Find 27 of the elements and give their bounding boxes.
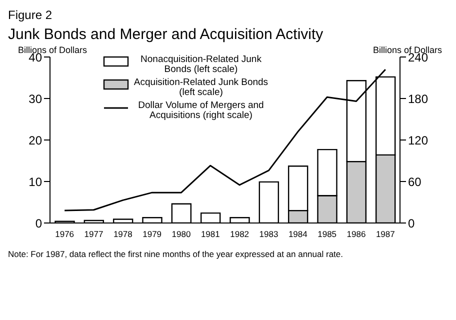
chart-title: Figure 2 (8, 8, 54, 22)
legend-label: Nonacquisition-Related Junk Bonds (left scale) (140, 54, 262, 75)
y2-tick-label: 60 (408, 174, 422, 189)
y2-tick-label: 180 (408, 92, 428, 106)
x-tick-label: 1979 (142, 229, 162, 240)
y-tick-label: 0 (35, 216, 42, 230)
x-tick-label: 1983 (259, 229, 278, 240)
y-tick-label: 10 (28, 174, 42, 189)
text: Note: For 1987, data reflect the first nine months of the year expressed at an annual rate. (8, 249, 344, 259)
x-tick-label: 1977 (84, 229, 104, 240)
x-tick-label: 1980 (172, 229, 191, 240)
x-tick-label: 1984 (288, 229, 308, 240)
y-axis-title: Billions of Dollars (18, 45, 88, 55)
x-tick-label: 1987 (376, 229, 396, 240)
legend-label: Acquisition-Related Junk Bonds (left scale) (132, 77, 270, 98)
x-tick-label: 1976 (55, 229, 74, 240)
y2-tick-label: 0 (408, 216, 415, 230)
x-tick-label: 1982 (230, 229, 250, 240)
y2-tick-label: 120 (408, 133, 428, 148)
legend-label: Dollar Volume of Mergers and Acquisitions (right scale) (137, 100, 265, 121)
x-tick-label: 1978 (113, 229, 133, 240)
x-tick-label: 1985 (318, 229, 337, 240)
x-tick-label: 1986 (346, 229, 366, 240)
y-tick-label: 30 (28, 92, 42, 106)
chart-subtitle: Junk Bonds and Merger and Acquisition Activity (8, 26, 324, 43)
x-tick-label: 1981 (200, 229, 220, 240)
y-tick-label: 20 (28, 133, 42, 148)
